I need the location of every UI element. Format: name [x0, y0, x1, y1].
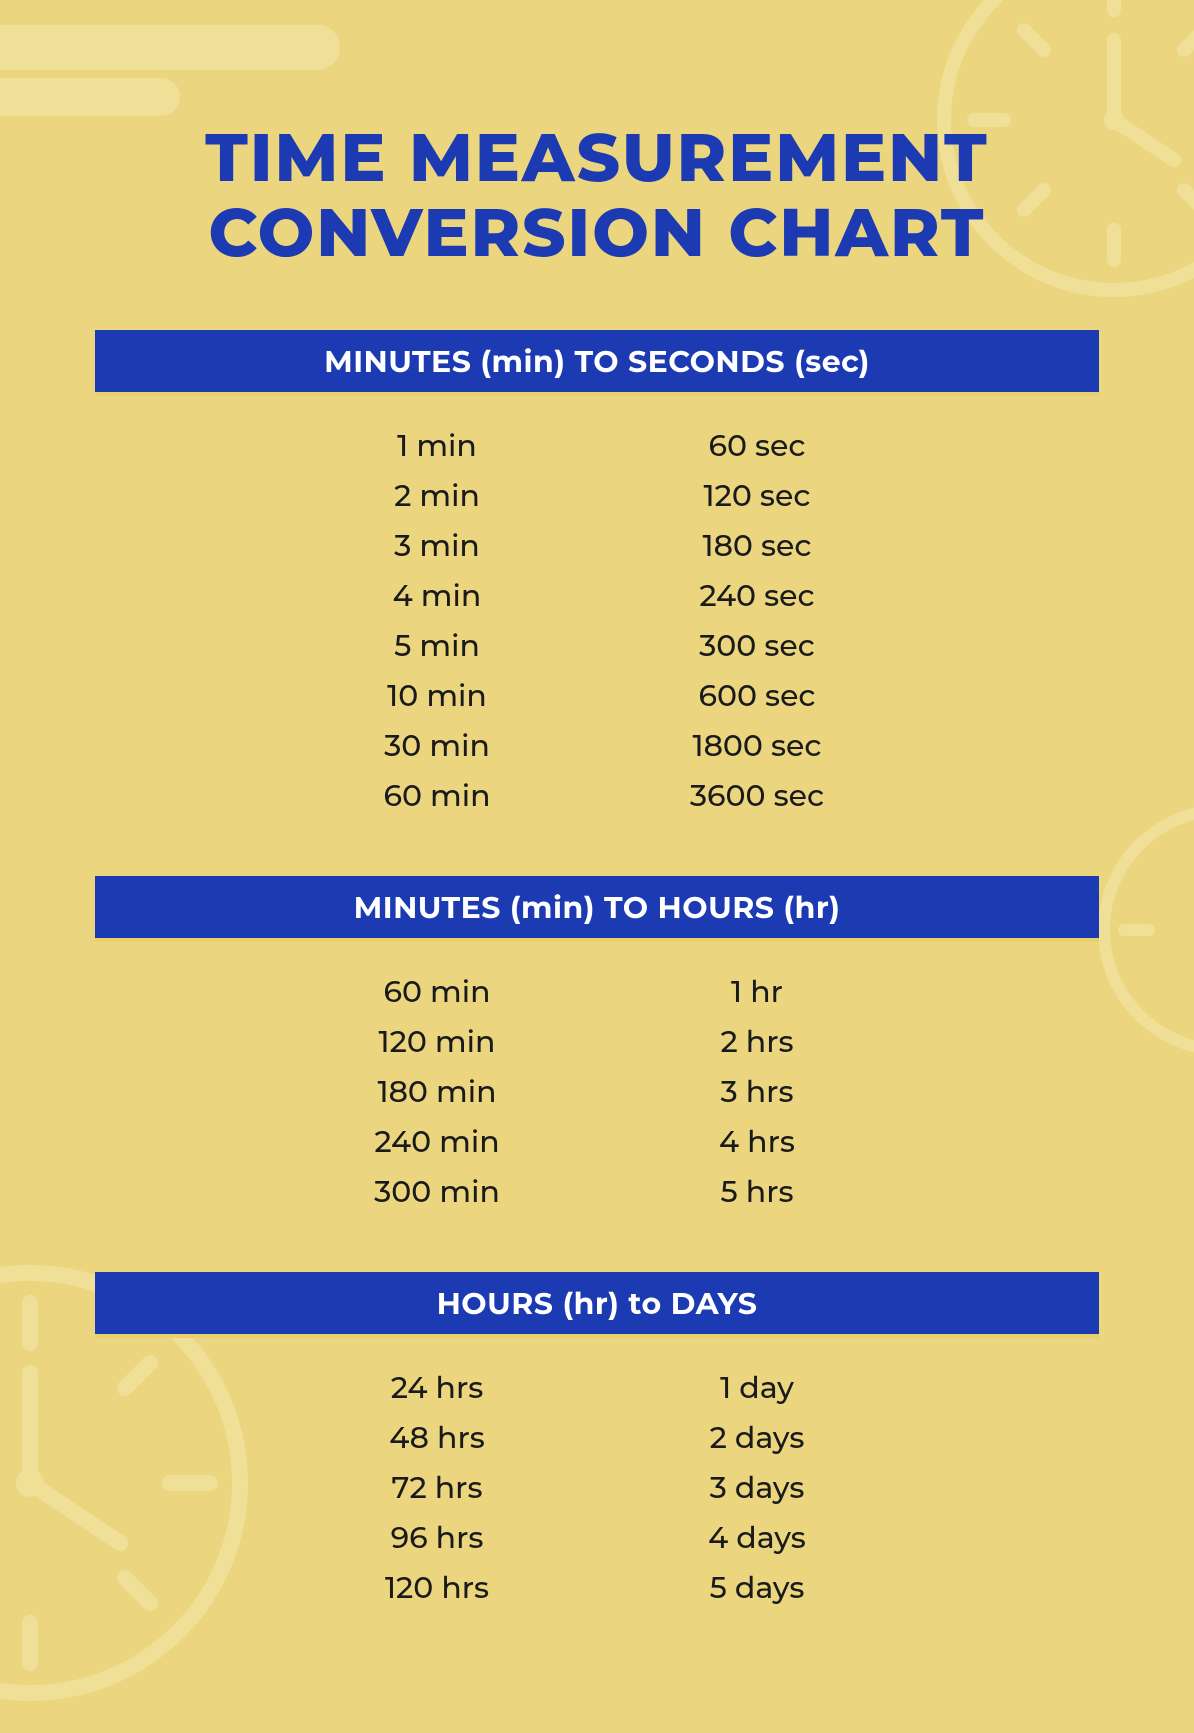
table-cell: 240 sec [597, 571, 917, 621]
table-cell: 72 hrs [277, 1463, 597, 1513]
conversion-table: 1 min 2 min 3 min 4 min 5 min 10 min 30 … [95, 396, 1099, 821]
table-cell: 4 hrs [597, 1117, 917, 1167]
table-cell: 180 min [277, 1067, 597, 1117]
table-cell: 3 min [277, 521, 597, 571]
table-cell: 2 min [277, 471, 597, 521]
table-cell: 4 min [277, 571, 597, 621]
table-cell: 5 days [597, 1563, 917, 1613]
table-cell: 300 min [277, 1167, 597, 1217]
table-cell: 60 sec [597, 421, 917, 471]
from-column: 24 hrs 48 hrs 72 hrs 96 hrs 120 hrs [277, 1363, 597, 1613]
section-min-to-sec: MINUTES (min) TO SECONDS (sec) 1 min 2 m… [95, 330, 1099, 821]
section-hr-to-days: HOURS (hr) to DAYS 24 hrs 48 hrs 72 hrs … [95, 1272, 1099, 1613]
section-header: MINUTES (min) TO HOURS (hr) [95, 876, 1099, 942]
to-column: 60 sec 120 sec 180 sec 240 sec 300 sec 6… [597, 421, 917, 821]
table-cell: 3 days [597, 1463, 917, 1513]
table-cell: 48 hrs [277, 1413, 597, 1463]
table-cell: 120 sec [597, 471, 917, 521]
table-cell: 96 hrs [277, 1513, 597, 1563]
table-cell: 60 min [277, 771, 597, 821]
from-column: 60 min 120 min 180 min 240 min 300 min [277, 967, 597, 1217]
table-cell: 5 hrs [597, 1167, 917, 1217]
table-cell: 4 days [597, 1513, 917, 1563]
section-header: HOURS (hr) to DAYS [95, 1272, 1099, 1338]
page-title: TIME MEASUREMENT CONVERSION CHART [95, 120, 1099, 270]
table-cell: 1 hr [597, 967, 917, 1017]
section-min-to-hr: MINUTES (min) TO HOURS (hr) 60 min 120 m… [95, 876, 1099, 1217]
table-cell: 5 min [277, 621, 597, 671]
table-cell: 2 days [597, 1413, 917, 1463]
table-cell: 1 day [597, 1363, 917, 1413]
table-cell: 24 hrs [277, 1363, 597, 1413]
table-cell: 120 min [277, 1017, 597, 1067]
table-cell: 10 min [277, 671, 597, 721]
table-cell: 2 hrs [597, 1017, 917, 1067]
table-cell: 120 hrs [277, 1563, 597, 1613]
table-cell: 180 sec [597, 521, 917, 571]
table-cell: 3 hrs [597, 1067, 917, 1117]
table-cell: 240 min [277, 1117, 597, 1167]
from-column: 1 min 2 min 3 min 4 min 5 min 10 min 30 … [277, 421, 597, 821]
table-cell: 600 sec [597, 671, 917, 721]
section-header: MINUTES (min) TO SECONDS (sec) [95, 330, 1099, 396]
table-cell: 30 min [277, 721, 597, 771]
to-column: 1 day 2 days 3 days 4 days 5 days [597, 1363, 917, 1613]
table-cell: 3600 sec [597, 771, 917, 821]
conversion-table: 24 hrs 48 hrs 72 hrs 96 hrs 120 hrs 1 da… [95, 1338, 1099, 1613]
table-cell: 300 sec [597, 621, 917, 671]
conversion-table: 60 min 120 min 180 min 240 min 300 min 1… [95, 942, 1099, 1217]
table-cell: 1800 sec [597, 721, 917, 771]
chart-container: TIME MEASUREMENT CONVERSION CHART MINUTE… [0, 0, 1194, 1728]
table-cell: 60 min [277, 967, 597, 1017]
to-column: 1 hr 2 hrs 3 hrs 4 hrs 5 hrs [597, 967, 917, 1217]
table-cell: 1 min [277, 421, 597, 471]
